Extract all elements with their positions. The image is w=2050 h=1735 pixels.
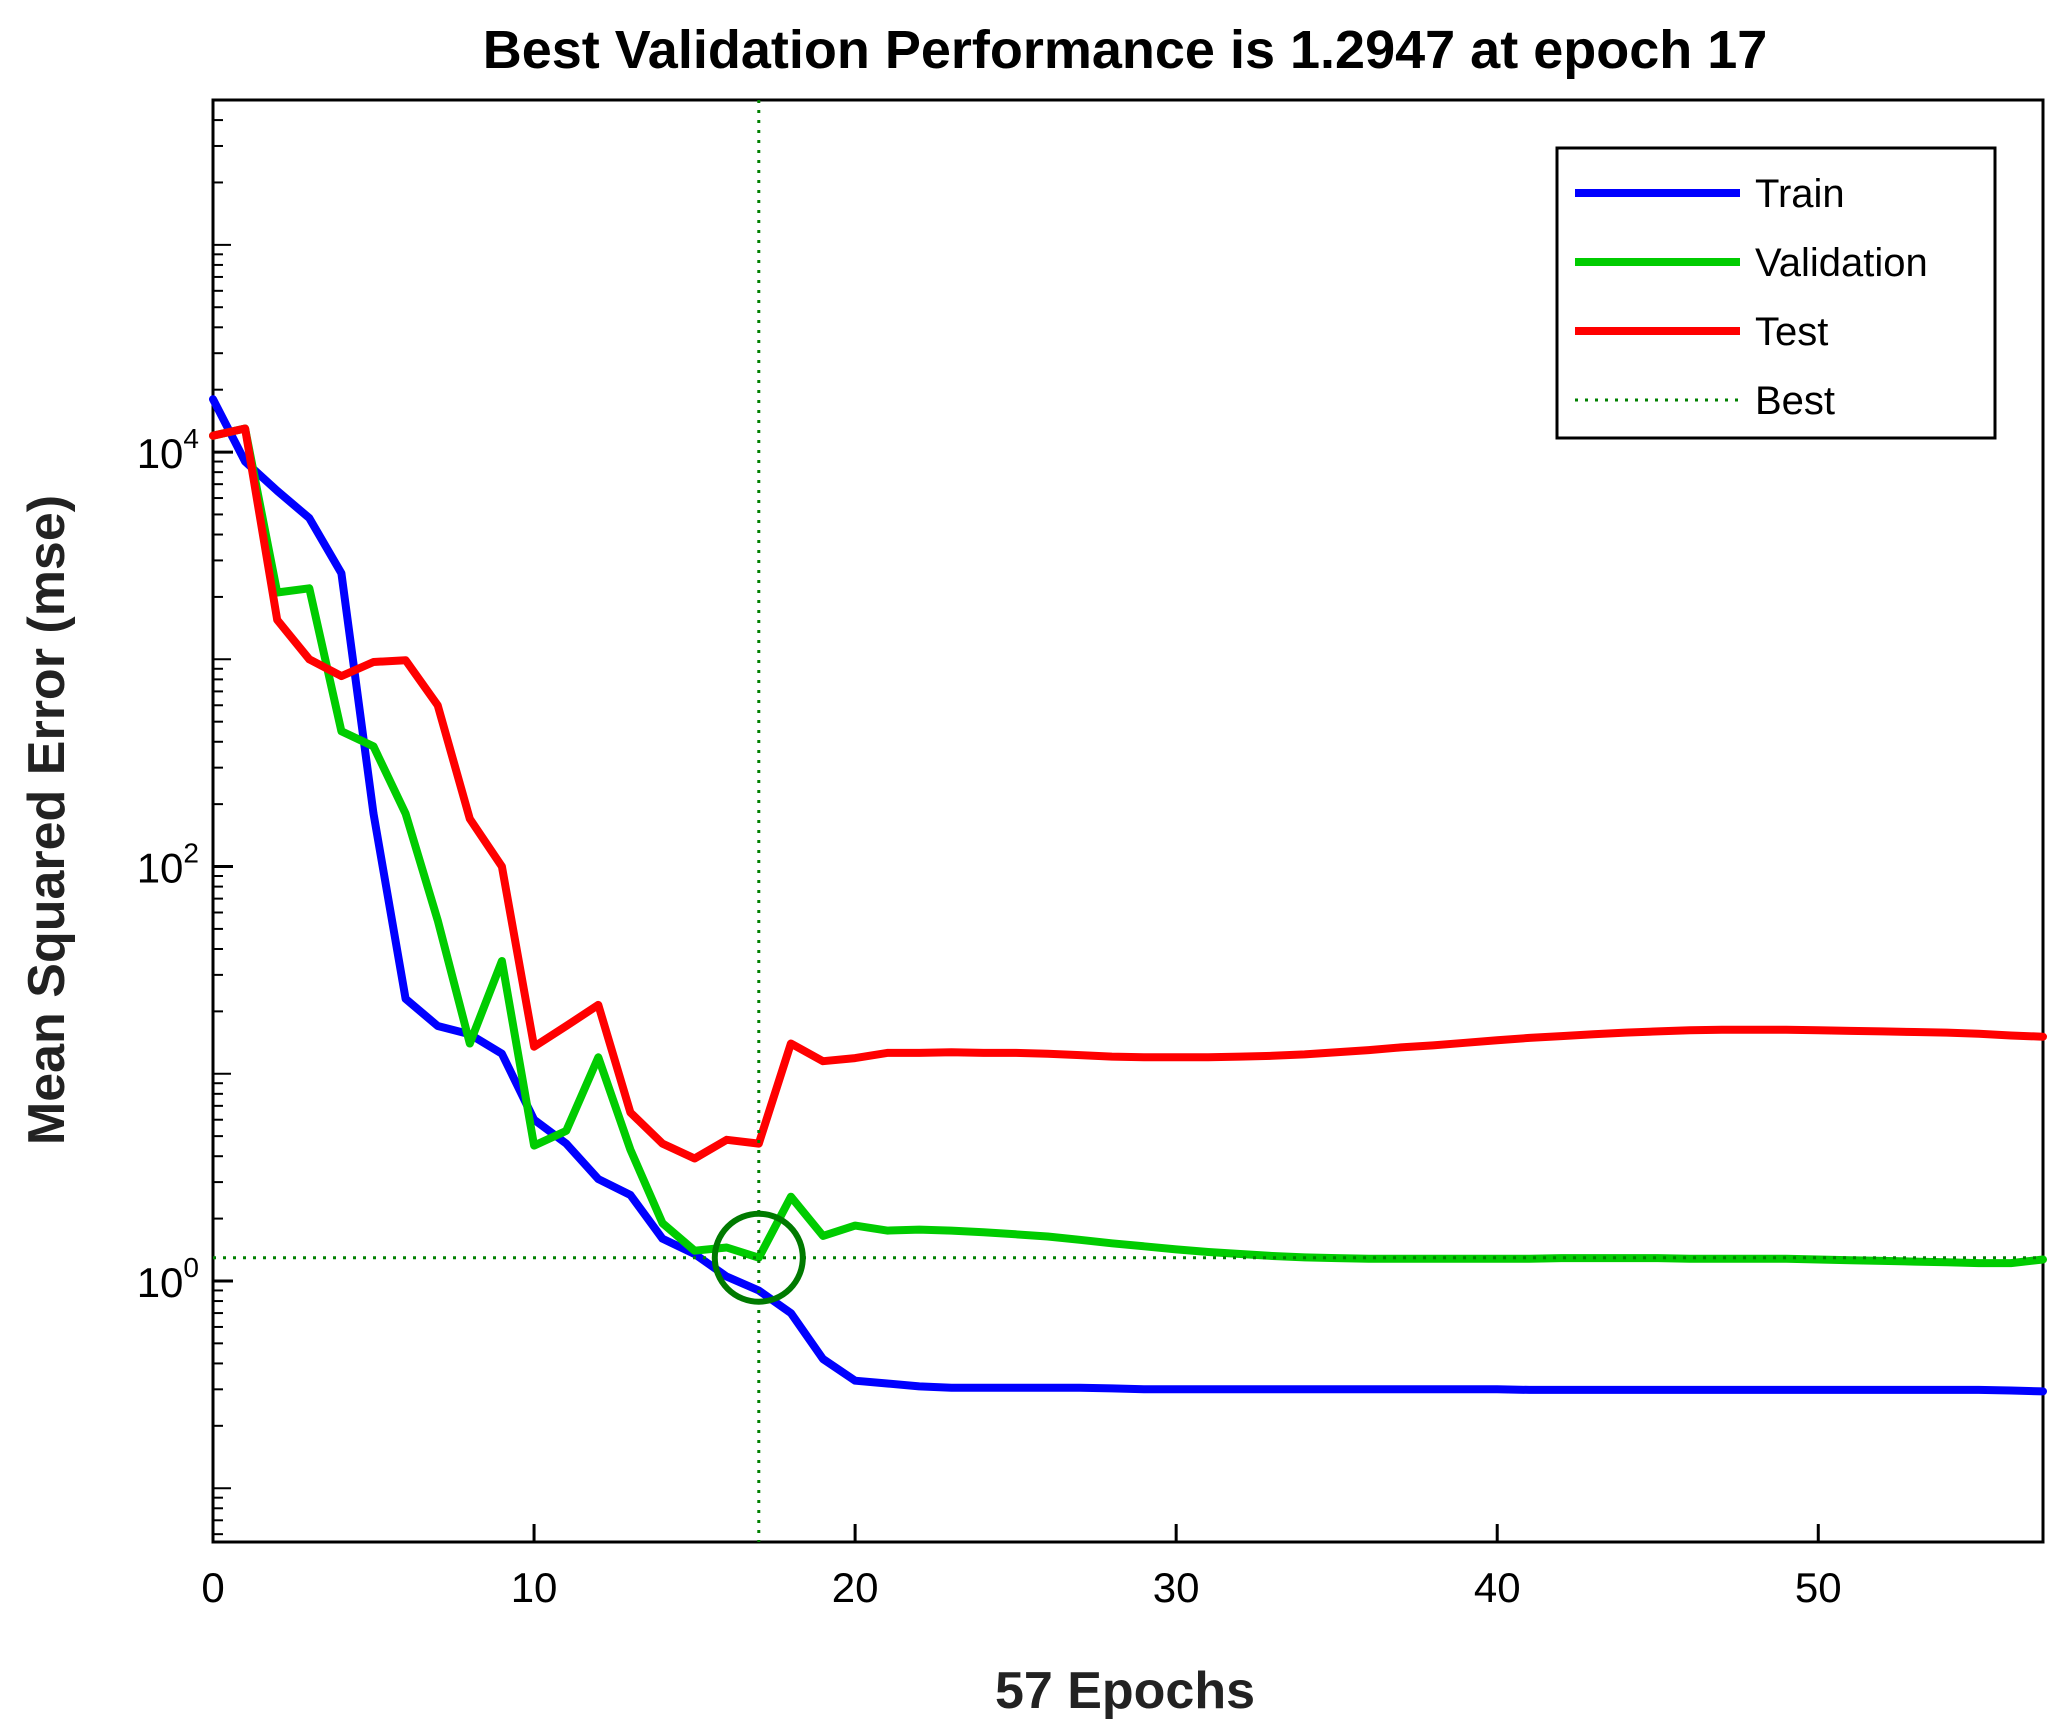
x-tick-label: 0: [201, 1564, 224, 1611]
legend-label-train: Train: [1755, 172, 1845, 216]
y-tick-exponent: 2: [183, 838, 199, 869]
y-tick-exponent: 0: [183, 1252, 199, 1283]
best-marker-circle: [711, 1210, 806, 1305]
legend-label-best: Best: [1755, 379, 1835, 423]
x-tick-label: 10: [511, 1564, 558, 1611]
y-tick-base: 10: [137, 430, 184, 477]
x-tick-label: 20: [832, 1564, 879, 1611]
series-lines: [209, 395, 2047, 1396]
series-line-test: [209, 424, 2047, 1163]
series-line-train: [209, 395, 2047, 1396]
x-axis-label: 57 Epochs: [995, 1662, 1255, 1720]
legend-label-test: Test: [1755, 310, 1828, 354]
series-line-validation: [209, 424, 2047, 1268]
y-tick-base: 10: [137, 1259, 184, 1306]
x-tick-label: 50: [1795, 1564, 1842, 1611]
y-tick-label: 102: [137, 838, 199, 892]
x-axis-ticks: 0 10 20 30 40 50: [201, 1524, 1842, 1611]
legend-label-validation: Validation: [1755, 241, 1928, 285]
best-markers: [213, 100, 2043, 1542]
y-axis-label: Mean Squared Error (mse): [18, 495, 76, 1145]
x-tick-label: 40: [1474, 1564, 1521, 1611]
chart-title: Best Validation Performance is 1.2947 at…: [483, 20, 1768, 80]
y-tick-exponent: 4: [183, 423, 199, 454]
legend: Train Validation Test Best: [1555, 146, 1997, 440]
y-tick-label: 100: [137, 1252, 199, 1306]
y-tick-base: 10: [137, 845, 184, 892]
x-tick-label: 30: [1153, 1564, 1200, 1611]
y-minor-ticks: [213, 99, 231, 1536]
y-tick-label: 104: [137, 423, 199, 477]
